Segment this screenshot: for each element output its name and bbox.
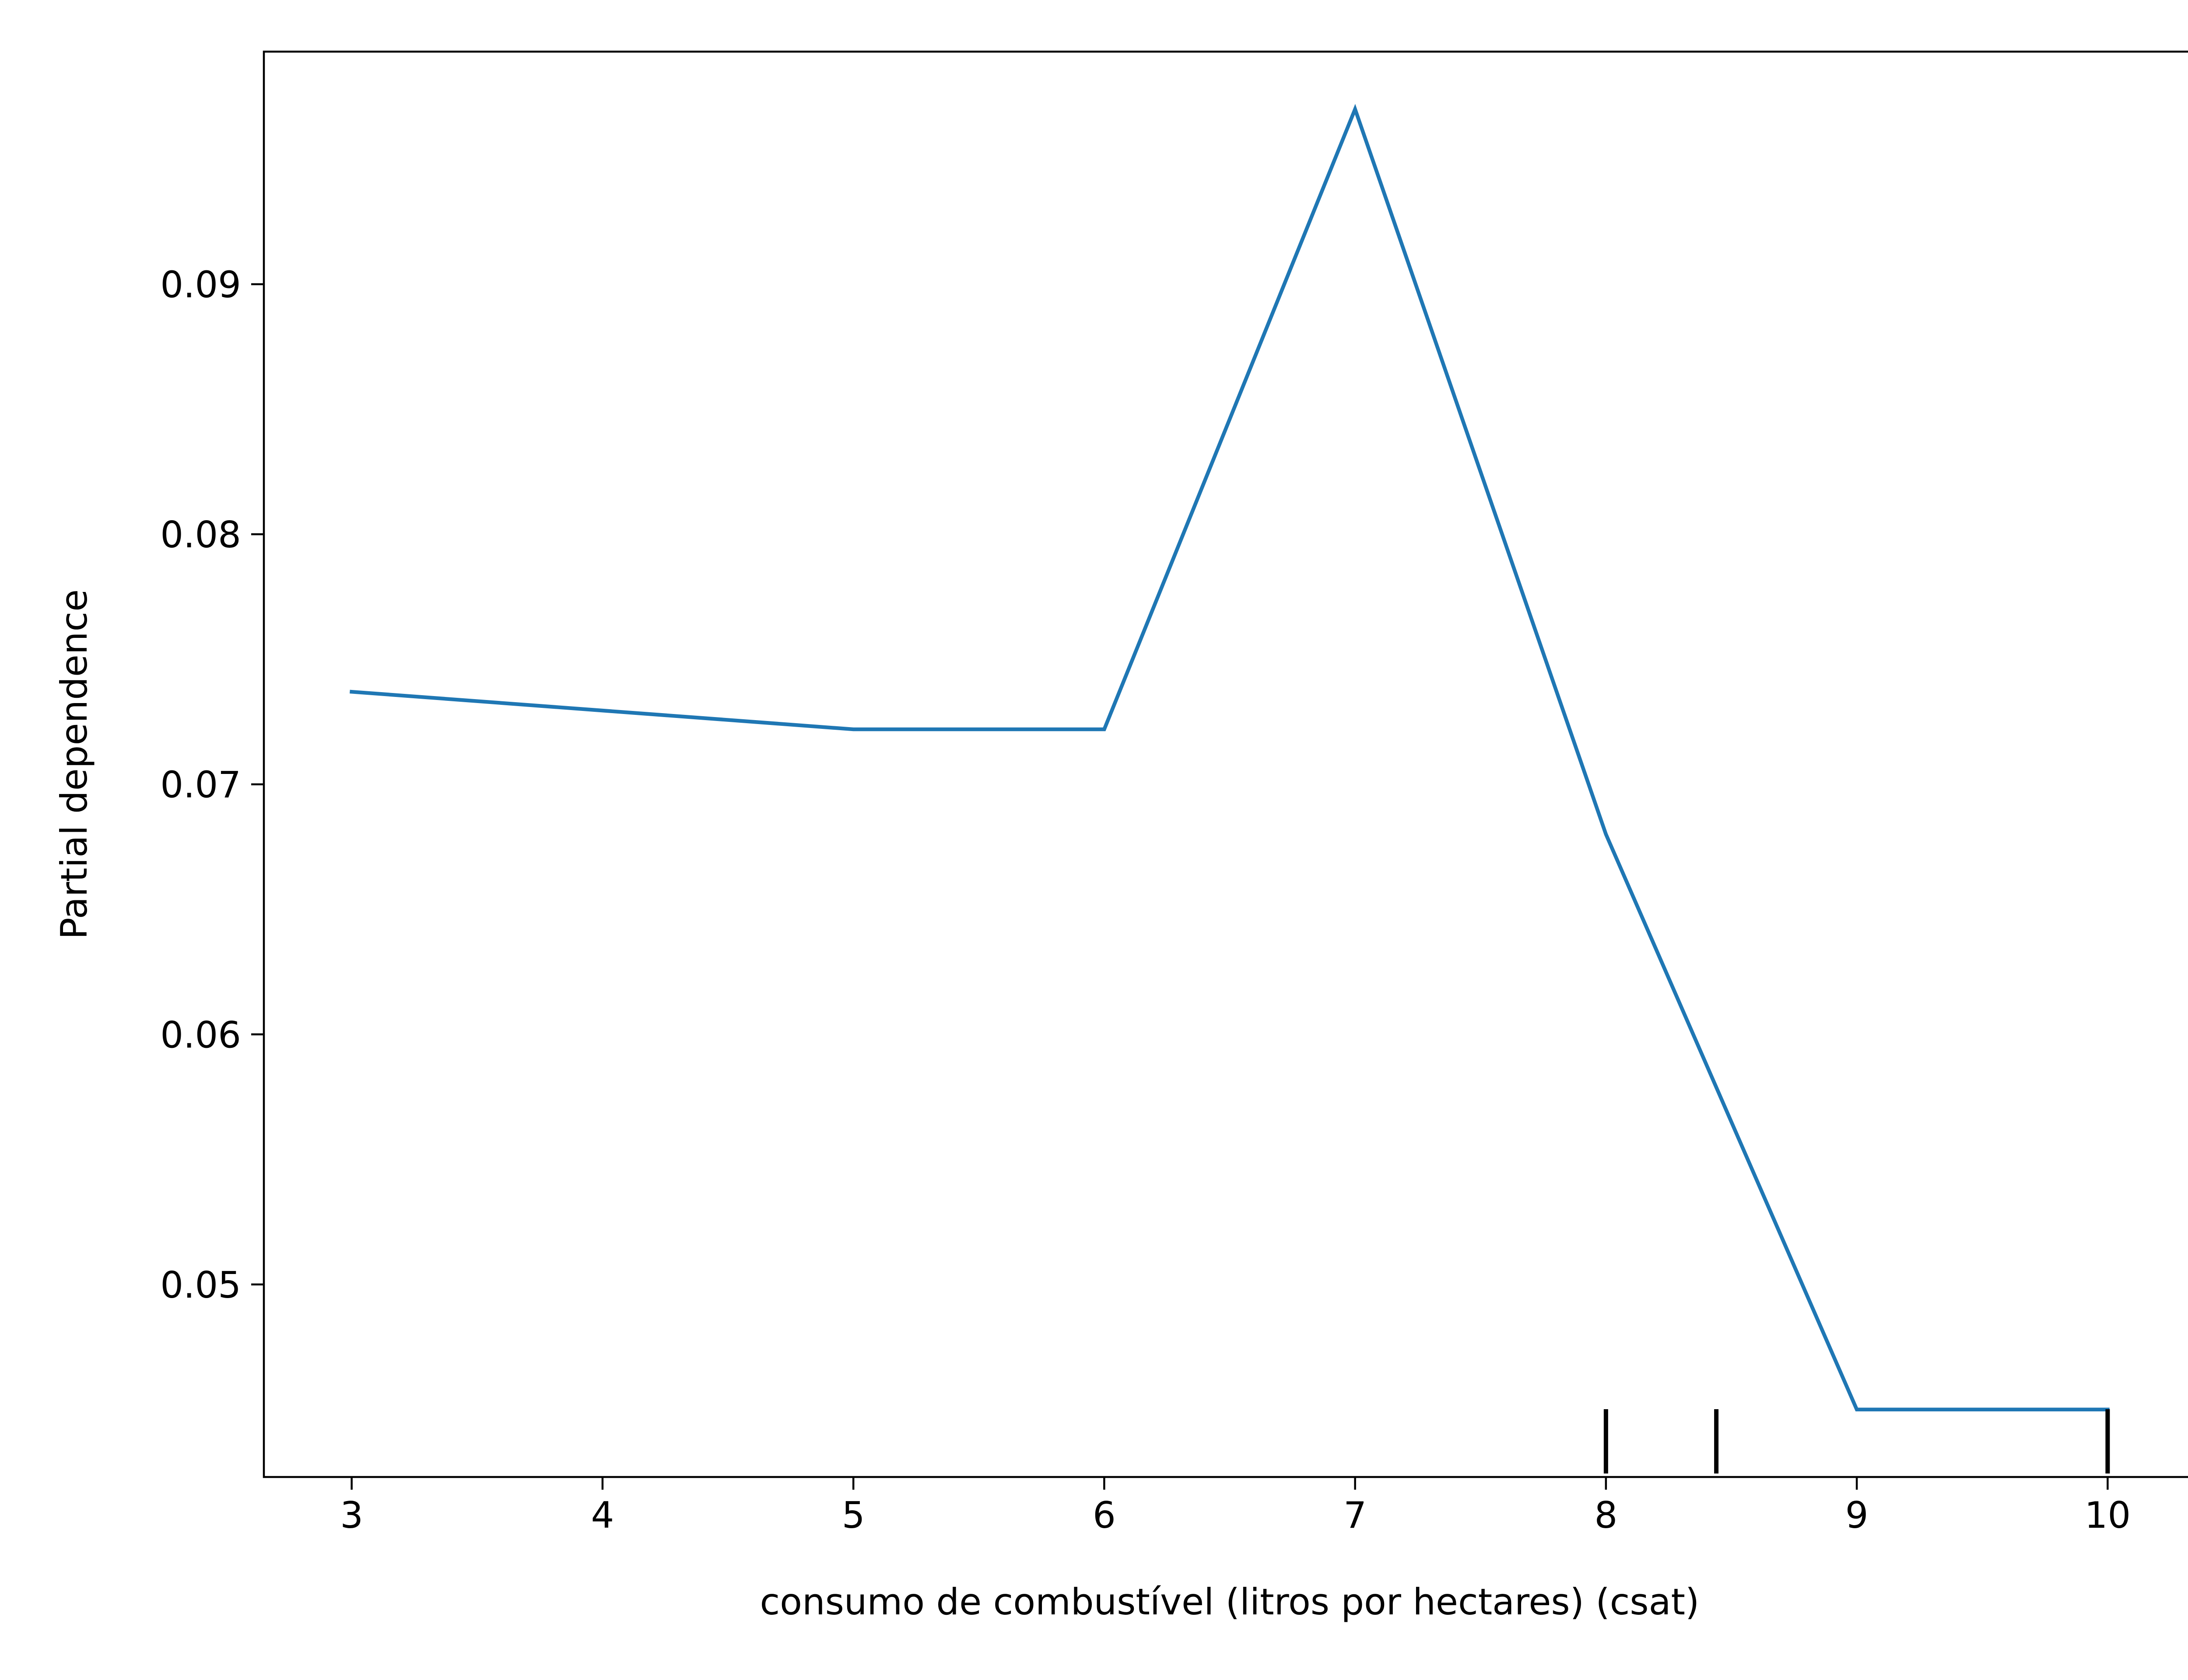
- x-tick-label: 4: [591, 1494, 614, 1536]
- y-tick-label: 0.09: [160, 264, 241, 306]
- x-tick-label: 9: [1845, 1494, 1869, 1536]
- plot-content: [350, 104, 2110, 1474]
- x-tick-label: 7: [1343, 1494, 1367, 1536]
- x-tick-label: 10: [2085, 1494, 2131, 1536]
- y-axis-label: Partial dependence: [53, 589, 95, 939]
- x-axis: 3 4 5 6 7 8 9 10: [340, 1477, 2131, 1536]
- y-tick-label: 0.05: [160, 1264, 241, 1306]
- x-tick-label: 8: [1594, 1494, 1617, 1536]
- series-line-0: [350, 104, 2110, 1411]
- y-axis: 0.05 0.06 0.07 0.08 0.09: [160, 264, 264, 1306]
- y-tick-label: 0.08: [160, 514, 241, 556]
- y-tick-label: 0.07: [160, 764, 241, 806]
- axes-frame: [263, 50, 2188, 1478]
- x-tick-label: 6: [1093, 1494, 1116, 1536]
- x-tick-label: 3: [340, 1494, 363, 1536]
- x-tick-label: 5: [842, 1494, 865, 1536]
- y-tick-label: 0.06: [160, 1014, 241, 1056]
- x-axis-label: consumo de combustível (litros por hecta…: [760, 1581, 1700, 1623]
